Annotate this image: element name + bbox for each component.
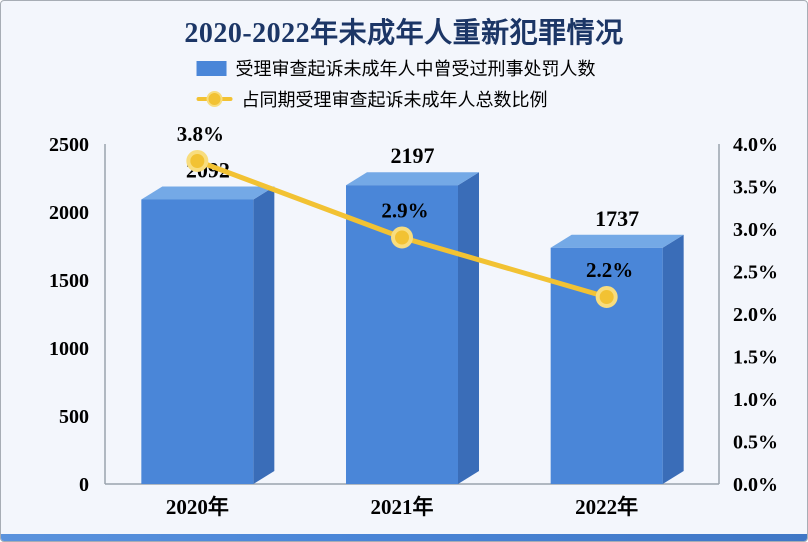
line-marker [186,150,209,172]
x-axis-category-label: 2022年 [575,495,638,519]
y-axis-left-tick-label: 0 [79,474,89,496]
line-marker [595,286,618,308]
x-axis-category-label: 2021年 [371,495,434,519]
y-axis-right-tick-label: 3.5% [733,177,778,199]
legend-bar-series-label: 受理审查起诉未成年人中曾受过刑事处罚人数 [235,59,596,79]
bar-top-face [550,234,684,248]
chart-title: 2020-2022年未成年人重新犯罪情况 [184,18,624,49]
y-axis-left-tick-label: 1500 [49,270,89,292]
y-axis-right-tick-label: 4.0% [733,134,778,156]
line-value-label: 3.8% [177,122,224,146]
bar-top-face [141,186,275,200]
y-axis-right-tick-label: 3.0% [733,219,778,241]
bar-front-face [141,199,254,484]
y-axis-right-tick-label: 2.0% [733,304,778,326]
line-value-label: 2.2% [586,258,633,282]
y-axis-right-tick-label: 2.5% [733,262,778,284]
y-axis-right-tick-label: 1.5% [733,347,778,369]
legend-item-bar-series: 受理审查起诉未成年人中曾受过刑事处罚人数 [196,55,596,81]
y-axis-right-tick-label: 1.0% [733,389,778,411]
chart-legend: 受理审查起诉未成年人中曾受过刑事处罚人数 占同期受理审查起诉未成年人总数比例 [196,55,596,112]
bar-side-face [458,172,479,484]
x-axis-category-label: 2020年 [166,495,229,519]
y-axis-right-tick-label: 0.0% [733,474,778,496]
y-axis-left-tick-label: 2500 [49,134,89,156]
bar-side-face [662,234,684,484]
bar-top-face [346,172,479,186]
y-axis-right-tick-label: 0.5% [733,432,778,454]
bar-value-label: 2197 [391,143,435,168]
line-value-label: 2.9% [381,199,428,223]
legend-item-line-series: 占同期受理审查起诉未成年人总数比例 [196,86,548,112]
bar-value-label: 1737 [595,206,639,231]
bar-series-swatch-icon [196,60,227,76]
y-axis-left-tick-label: 500 [59,406,89,428]
y-axis-left-tick-label: 2000 [49,202,89,224]
y-axis-left-tick-label: 1000 [49,338,89,360]
legend-line-series-label: 占同期受理审查起诉未成年人总数比例 [241,90,548,110]
bar-side-face [253,186,275,484]
bottom-accent-strip [1,534,807,541]
line-series-swatch-icon [196,90,233,108]
line-marker [391,226,413,249]
